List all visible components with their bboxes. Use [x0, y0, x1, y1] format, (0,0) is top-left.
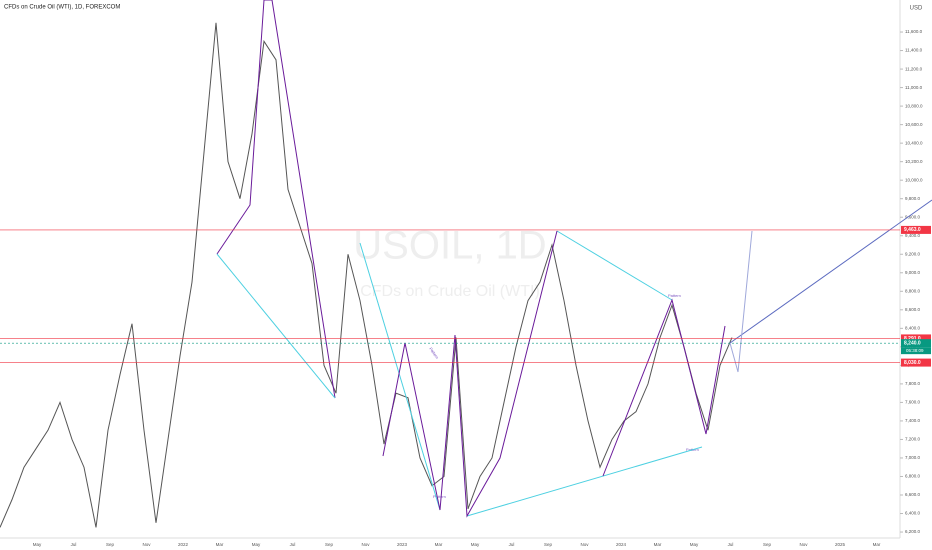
- zigzag: [216, 0, 336, 399]
- y-tick-label: 11,600.0: [905, 29, 923, 34]
- y-tick-label: 9,800.0: [905, 196, 921, 201]
- trend-line: [359, 242, 441, 511]
- y-tick-label: 10,400.0: [905, 140, 923, 145]
- x-tick-label: 2025: [835, 542, 846, 547]
- y-tick-label: 7,600.0: [905, 400, 921, 405]
- x-tick-label: Mar: [435, 542, 443, 547]
- x-tick-label: 2022: [178, 542, 189, 547]
- x-tick-label: Jul: [290, 542, 296, 547]
- x-tick-label: May: [690, 542, 699, 547]
- price-tag-label: 9,463.0: [904, 227, 921, 233]
- y-tick-label: 7,000.0: [905, 455, 921, 460]
- price-line: [0, 22, 733, 528]
- trend-line: [216, 253, 336, 399]
- x-tick-label: Jul: [71, 542, 77, 547]
- x-tick-label: Sep: [544, 542, 553, 547]
- x-tick-label: Mar: [654, 542, 662, 547]
- annotation: Pattern: [668, 293, 681, 298]
- y-tick-label: 7,400.0: [905, 418, 921, 423]
- chart-title: CFDs on Crude Oil (WTI), 1D, FOREXCOM: [4, 5, 120, 11]
- y-tick-label: 6,600.0: [905, 492, 921, 497]
- price-tag-label: 8,240.0: [904, 340, 921, 346]
- projection-path: [729, 230, 753, 373]
- x-tick-label: May: [252, 542, 261, 547]
- x-tick-label: Nov: [799, 542, 808, 547]
- y-tick-label: 8,800.0: [905, 288, 921, 293]
- y-tick-label: 10,800.0: [905, 103, 923, 108]
- y-tick-label: 9,600.0: [905, 214, 921, 219]
- x-tick-label: 2023: [397, 542, 408, 547]
- x-tick-label: Sep: [763, 542, 772, 547]
- price-tag: [901, 225, 931, 234]
- x-tick-label: 2024: [616, 542, 627, 547]
- y-tick-label: 6,400.0: [905, 511, 921, 516]
- x-tick-label: May: [471, 542, 480, 547]
- annotation: Pattern: [433, 494, 446, 499]
- price-tag-label: 8,030.0: [904, 360, 921, 366]
- y-tick-label: 10,600.0: [905, 122, 923, 127]
- zigzag: [382, 230, 558, 518]
- y-tick-label: 7,200.0: [905, 437, 921, 442]
- watermark: USOIL, 1D: [353, 224, 546, 268]
- y-tick-label: 11,000.0: [905, 85, 923, 90]
- y-tick-label: 6,200.0: [905, 529, 921, 534]
- x-tick-label: Nov: [142, 542, 151, 547]
- price-tag: [901, 334, 931, 343]
- y-tick-label: 9,200.0: [905, 251, 921, 256]
- x-tick-label: Nov: [361, 542, 370, 547]
- y-tick-label: 10,000.0: [905, 177, 923, 182]
- price-tag: [901, 358, 931, 367]
- y-tick-label: 9,000.0: [905, 270, 921, 275]
- x-tick-label: Jul: [509, 542, 515, 547]
- y-tick-label: 8,600.0: [905, 307, 921, 312]
- countdown: 05:38:09: [906, 348, 924, 353]
- countdown-tag: [901, 347, 931, 355]
- y-tick-label: 11,200.0: [905, 66, 923, 71]
- currency: USD: [910, 6, 923, 12]
- trend-line: [466, 446, 703, 517]
- x-tick-label: Jul: [728, 542, 734, 547]
- y-tick-label: 10,200.0: [905, 159, 923, 164]
- x-tick-label: Sep: [325, 542, 334, 547]
- x-tick-label: May: [33, 542, 42, 547]
- x-tick-label: Nov: [580, 542, 589, 547]
- x-tick-label: Mar: [873, 542, 881, 547]
- y-tick-label: 7,800.0: [905, 381, 921, 386]
- price-tag-label: 8,291.0: [904, 336, 921, 342]
- y-tick-label: 9,400.0: [905, 233, 921, 238]
- projection-line: [729, 199, 932, 344]
- y-tick-label: 6,800.0: [905, 474, 921, 479]
- y-tick-label: 11,400.0: [905, 48, 923, 53]
- price-tag: [901, 339, 931, 348]
- y-tick-label: 8,400.0: [905, 326, 921, 331]
- zigzag: [602, 298, 726, 477]
- x-tick-label: Sep: [106, 542, 115, 547]
- watermark-subtitle: CFDs on Crude Oil (WTI): [360, 283, 540, 300]
- annotation: Pattern: [428, 346, 439, 359]
- x-tick-label: Mar: [216, 542, 224, 547]
- drawings: [216, 0, 932, 518]
- trend-line: [556, 230, 673, 301]
